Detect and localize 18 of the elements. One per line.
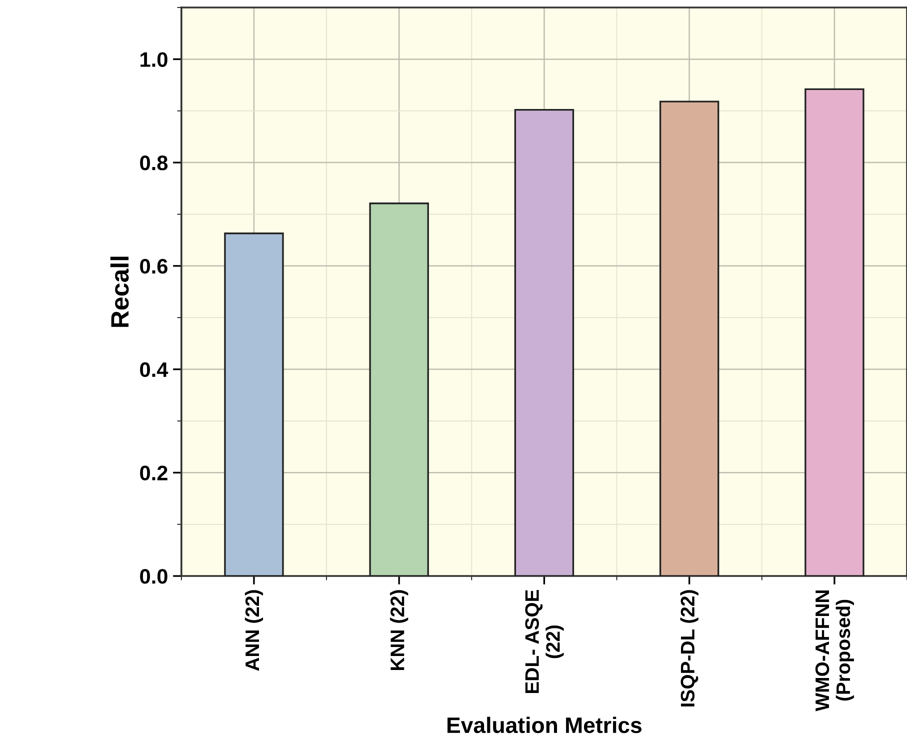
bar: [804, 88, 864, 576]
x-tick-label: KNN (22): [390, 590, 408, 670]
y-tick-label: 0.6: [140, 258, 168, 274]
x-tick-label: EDL- ASQE (22): [525, 590, 564, 694]
y-axis-title: Recall: [110, 256, 129, 327]
y-tick-label: 1.0: [140, 52, 168, 67]
bar: [369, 202, 429, 576]
y-tick-label: 0.0: [140, 569, 168, 584]
bar: [224, 232, 284, 576]
y-tick-label: 0.2: [140, 466, 168, 480]
bar: [514, 109, 574, 576]
y-tick-label: 0.4: [140, 362, 168, 378]
bar: [659, 100, 720, 576]
y-tick-label: 0.8: [140, 156, 168, 170]
x-tick-label: ANN (22): [244, 590, 264, 671]
x-axis-title: Evaluation Metrics: [448, 716, 642, 734]
x-tick-label: ISQP-DL (22): [680, 590, 698, 706]
x-tick-label: WMO-AFFNN (Proposed): [815, 590, 854, 712]
